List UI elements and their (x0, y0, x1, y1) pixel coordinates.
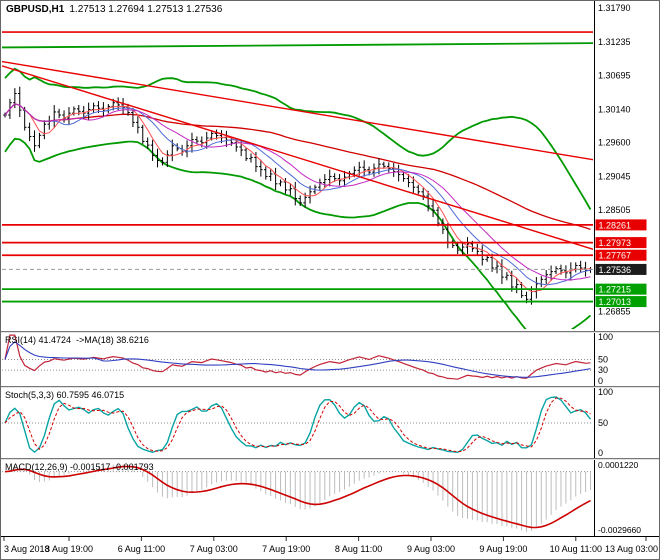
price-tag: 1.27013 (595, 296, 647, 308)
macd-axis-tick-label: 0.0001220 (598, 460, 638, 470)
macd-canvas[interactable]: 0.0001220 -0.0029660 (1, 460, 660, 536)
time-axis-label: 9 Aug 03:00 (407, 544, 455, 554)
rsi-axis-tick-label: 30 (598, 365, 608, 375)
svg-text:1.27973: 1.27973 (599, 238, 632, 248)
macd-panel: 0.0001220 -0.0029660 MACD(12,26,9) -0.001… (1, 460, 660, 536)
stoch-k-line (4, 396, 592, 454)
price-axis-tick-label: 1.31790 (598, 3, 631, 13)
time-axis-label: 7 Aug 03:00 (190, 544, 238, 554)
price-tag: 1.27215 (595, 283, 647, 295)
time-axis-label: 10 Aug 11:00 (550, 544, 602, 554)
stoch-axis-tick-label: 0 (598, 448, 603, 458)
price-axis-tick-label: 1.30140 (598, 104, 631, 114)
macd-signal-line (4, 465, 591, 529)
price-axis-tick-label: 1.26855 (598, 306, 631, 316)
time-axis-label: 7 Aug 19:00 (262, 544, 310, 554)
macd-value-label: MACD(12,26,9) -0.001517 -0.001793 (5, 462, 154, 472)
price-axis-tick-label: 1.29045 (598, 172, 631, 182)
rsi-axis-tick-label: 100 (598, 333, 613, 342)
trendline-red[interactable] (2, 60, 594, 161)
time-axis-label: 6 Aug 11:00 (118, 544, 165, 554)
price-tag: 1.28261 (595, 219, 647, 231)
svg-text:1.27767: 1.27767 (599, 251, 632, 261)
time-axis-label: 13 Aug 03:00 (605, 544, 658, 554)
ma-fast-line (4, 103, 591, 293)
ohlc-values: 1.27513 1.27694 1.27513 1.27536 (69, 4, 223, 15)
macd-histogram (9, 464, 591, 532)
time-axis-label: 8 Aug 11:00 (335, 544, 382, 554)
price-plot (2, 31, 594, 329)
support-line-upper[interactable] (2, 42, 594, 49)
macd-label: MACD(12,26,9) -0.001517 -0.001793 (5, 462, 159, 472)
ma-long-line (4, 103, 591, 231)
rsi-ma-value-label: ->MA(18) 38.6216 (76, 335, 149, 345)
rsi-axis-tick-label: 0 (598, 376, 603, 386)
svg-text:1.27013: 1.27013 (599, 297, 632, 307)
rsi-line (4, 334, 591, 380)
stoch-axis-tick-label: 50 (598, 418, 608, 428)
symbol-period-label: GBPUSD,H1 (6, 4, 65, 15)
stochastic-label: Stoch(5,3,3) 60.7595 46.0715 (5, 390, 129, 400)
rsi-label: RSI(14) 41.4724 ->MA(18) 38.6216 (5, 335, 154, 345)
price-panel: 1.31790 1.31235 1.30695 1.30140 1.29600 1.290… (1, 1, 660, 331)
price-axis-tick-label: 1.29600 (598, 138, 631, 148)
chart-title: GBPUSD,H1 1.27513 1.27694 1.27513 1.27536 (6, 4, 222, 15)
svg-text:1.27536: 1.27536 (599, 265, 632, 275)
bollinger-upper-line (4, 67, 592, 210)
rsi-ma-line (4, 341, 591, 378)
time-axis: 3 Aug 2018 3 Aug 19:00 6 Aug 11:00 7 Aug 03… (1, 536, 660, 560)
price-tag: 1.27767 (595, 249, 647, 261)
ma-mid-line (4, 103, 591, 286)
stoch-d-line (4, 397, 591, 453)
price-axis-tick-label: 1.28505 (598, 205, 631, 215)
panel-divider[interactable] (1, 331, 659, 333)
rsi-panel: 100 50 30 0 RSI(14) 41.4724 ->MA(18) 38.6216 (1, 333, 660, 386)
price-chart-canvas[interactable]: 1.31790 1.31235 1.30695 1.30140 1.29600 1.290… (1, 1, 660, 331)
panel-divider[interactable] (1, 386, 659, 388)
price-axis-tick-label: 1.30695 (598, 70, 631, 80)
stochastic-panel: 100 50 0 Stoch(5,3,3) 60.7595 46.0715 (1, 388, 660, 458)
price-tag: 1.27536 (595, 263, 647, 275)
price-tag: 1.27973 (595, 237, 647, 249)
time-axis-label: 9 Aug 19:00 (479, 544, 527, 554)
ma-slow-line (4, 103, 591, 281)
svg-text:1.27215: 1.27215 (599, 285, 632, 295)
stochastic-canvas[interactable]: 100 50 0 (1, 388, 660, 458)
rsi-value-label: RSI(14) 41.4724 (5, 335, 72, 345)
stochastic-value-label: Stoch(5,3,3) 60.7595 46.0715 (5, 390, 125, 400)
svg-text:1.28261: 1.28261 (599, 220, 632, 230)
macd-axis-tick-label: -0.0029660 (598, 525, 641, 535)
price-axis-tick-label: 1.31235 (598, 37, 631, 47)
trendline-red[interactable] (2, 65, 594, 250)
time-axis-label: 3 Aug 19:00 (45, 544, 93, 554)
bollinger-lower-line (4, 137, 592, 329)
stoch-axis-tick-label: 100 (598, 388, 613, 397)
rsi-axis-tick-label: 50 (598, 355, 608, 365)
time-axis-label: 3 Aug 2018 (4, 544, 50, 554)
panel-divider[interactable] (1, 458, 659, 460)
price-bars (3, 86, 593, 305)
